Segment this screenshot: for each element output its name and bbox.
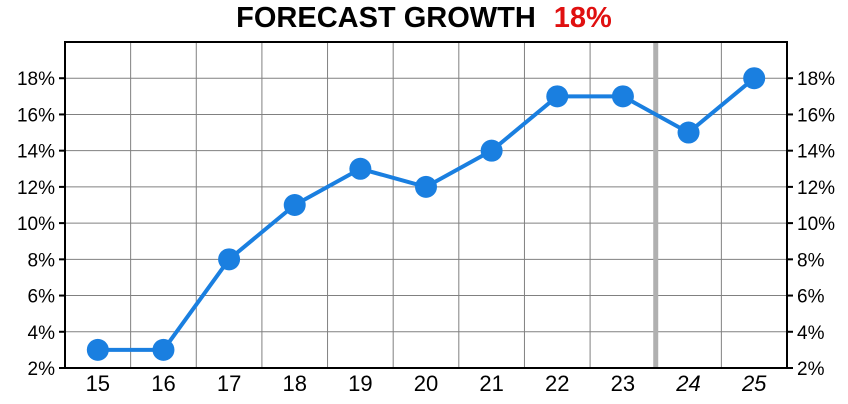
grid (65, 41, 787, 369)
x-tick-label-19: 19 (348, 371, 372, 396)
y-tick-label-left-14: 14% (17, 142, 55, 163)
y-tick-label-left-4: 4% (28, 323, 56, 344)
series (86, 67, 766, 361)
y-tick-label-left-12: 12% (17, 178, 55, 199)
y-tick-label-right-6: 6% (797, 287, 825, 308)
y-tick-label-left-10: 10% (17, 214, 55, 235)
plot-frame (64, 41, 788, 369)
y-tick-label-left-16: 16% (17, 105, 55, 126)
y-tick-label-right-12: 12% (797, 178, 835, 199)
y-tick-label-right-10: 10% (797, 214, 835, 235)
plot-border (64, 41, 788, 369)
data-point-19 (349, 157, 372, 180)
data-point-17 (218, 248, 241, 271)
x-tick-label-16: 16 (151, 371, 175, 396)
x-axis: 15 16 17 18 19 20 21 22 23 24 25 (86, 371, 768, 396)
x-tick-label-25: 25 (741, 371, 767, 396)
y-tick-label-right-14: 14% (797, 142, 835, 163)
data-point-18 (283, 194, 306, 216)
x-tick-label-18: 18 (282, 371, 306, 396)
data-point-24 (677, 121, 700, 144)
y-axis-left: 2% 4% 6% 8% 10% 12% 14% 16% 18% (17, 69, 65, 380)
data-point-23 (611, 85, 634, 108)
y-tick-label-left-2: 2% (28, 359, 56, 380)
chart-title: FORECAST GROWTH 18% (0, 0, 848, 40)
data-point-16 (152, 338, 175, 361)
x-tick-label-17: 17 (217, 371, 241, 396)
y-axis-right: 2% 4% 6% 8% 10% 12% 14% 16% 18% (787, 69, 835, 380)
data-point-21 (480, 139, 503, 162)
y-tick-label-right-2: 2% (797, 359, 825, 380)
y-tick-label-right-4: 4% (797, 323, 825, 344)
data-point-20 (415, 175, 437, 198)
chart-title-value: 18% (553, 2, 612, 34)
chart-title-text: FORECAST GROWTH (236, 2, 536, 34)
x-tick-label-20: 20 (414, 371, 438, 396)
x-tick-label-23: 23 (611, 371, 635, 396)
y-tick-label-right-18: 18% (797, 69, 835, 90)
data-point-22 (546, 85, 569, 108)
y-tick-label-left-6: 6% (28, 287, 56, 308)
x-tick-label-15: 15 (86, 371, 110, 396)
x-tick-label-22: 22 (545, 371, 569, 396)
y-tick-label-right-16: 16% (797, 105, 835, 126)
x-tick-label-24: 24 (675, 371, 700, 396)
x-tick-label-21: 21 (479, 371, 503, 396)
y-tick-label-left-8: 8% (28, 250, 56, 271)
y-tick-label-left-18: 18% (17, 69, 55, 90)
data-point-15 (86, 338, 109, 361)
y-tick-label-right-8: 8% (797, 250, 825, 271)
data-point-25 (743, 67, 766, 90)
